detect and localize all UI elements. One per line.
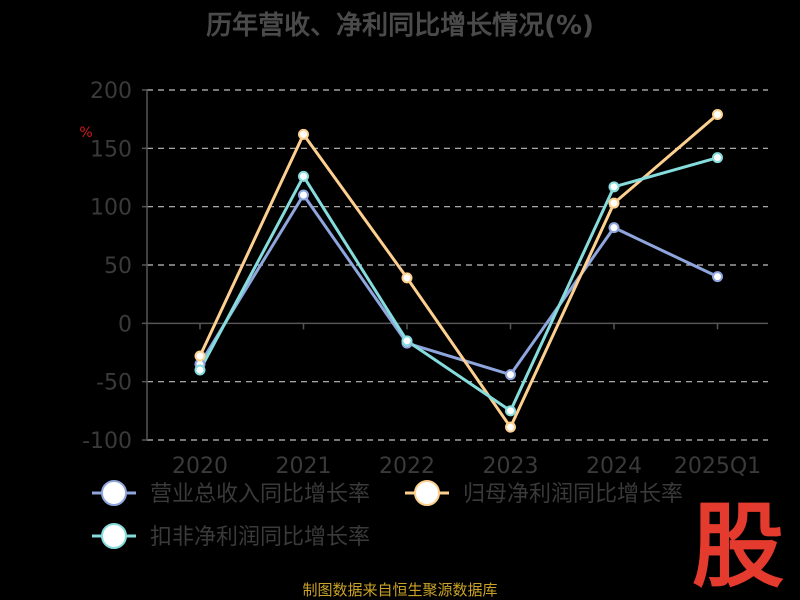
series-layer <box>194 109 723 433</box>
legend-label: 营业总收入同比增长率 <box>150 482 370 507</box>
series-3-point <box>712 152 723 164</box>
series-2-point <box>194 350 206 362</box>
legend-swatch-marker <box>414 480 440 506</box>
series-3-point <box>194 364 206 376</box>
legend-item-2: 归母净利润同比增长率 <box>405 480 683 507</box>
series-1-point <box>505 369 516 381</box>
x-tick-label: 2025Q1 <box>674 454 761 479</box>
x-axis-tick-labels: 2020 2021 2022 2023 2024 2025Q1 <box>172 454 761 479</box>
x-tick-label: 2024 <box>586 454 642 479</box>
series-2-point <box>401 272 413 284</box>
y-tick-label: 0 <box>118 312 132 337</box>
series-3-point <box>608 181 620 193</box>
legend-label: 扣非净利润同比增长率 <box>150 525 370 550</box>
legend-label: 归母净利润同比增长率 <box>463 482 683 507</box>
brand-logo: 股 <box>692 493 784 600</box>
series-2-point <box>712 109 723 120</box>
chart-title: 历年营收、净利同比增长情况(%) <box>206 10 594 41</box>
grid-lines <box>147 89 768 441</box>
x-tick-label: 2020 <box>172 454 228 479</box>
y-axis-unit: % <box>79 125 92 141</box>
series-1-point <box>712 271 723 283</box>
series-1-point <box>608 222 620 234</box>
x-tick-label: 2022 <box>379 454 435 479</box>
y-tick-label: 200 <box>90 79 132 104</box>
legend-swatch-marker <box>101 523 127 549</box>
axes <box>142 89 768 441</box>
series-line-3 <box>198 156 718 413</box>
series-2-point <box>505 421 516 433</box>
series-3-point <box>401 335 413 347</box>
x-tick-label: 2023 <box>483 454 539 479</box>
series-3-point <box>505 405 516 417</box>
y-tick-label: -100 <box>82 429 132 454</box>
series-line-2 <box>198 113 719 429</box>
y-tick-label: 150 <box>90 137 132 162</box>
series-2-point <box>298 128 309 140</box>
series-1-point <box>298 189 309 201</box>
legend-swatch-marker <box>101 480 127 506</box>
legend-item-1: 营业总收入同比增长率 <box>92 480 370 507</box>
series-2-point <box>608 197 620 209</box>
x-tick-label: 2021 <box>276 454 332 479</box>
legend-item-3: 扣非净利润同比增长率 <box>92 523 370 550</box>
y-tick-label: 100 <box>90 196 132 221</box>
data-source-note: 制图数据来自恒生聚源数据库 <box>302 581 497 599</box>
y-axis-tick-labels: -100 -50 0 50 100 150 200 <box>82 79 132 454</box>
y-tick-label: -50 <box>96 371 132 396</box>
series-3-point <box>298 170 309 182</box>
series-line-1 <box>198 193 719 377</box>
y-tick-label: 50 <box>104 254 132 279</box>
